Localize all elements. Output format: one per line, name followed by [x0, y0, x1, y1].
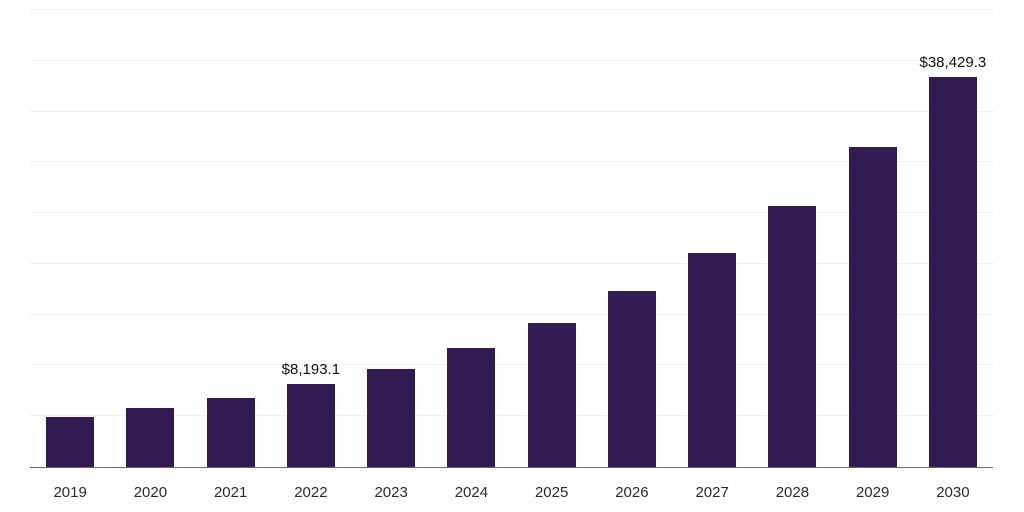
gridline [30, 415, 993, 417]
gridline [30, 313, 993, 315]
x-tick-label: 2027 [695, 484, 729, 501]
bar-2030 [928, 76, 977, 467]
bar-slot [833, 10, 913, 467]
bar-value-label: $38,429.3 [919, 53, 987, 71]
gridline [30, 262, 993, 264]
gridline [30, 110, 993, 112]
bar-2022 [286, 383, 335, 467]
bar-2028 [768, 206, 817, 467]
gridline [30, 212, 993, 214]
bar-value-label: $8,193.1 [281, 360, 341, 378]
bar-2026 [607, 291, 656, 467]
bar-2023 [367, 368, 416, 467]
x-axis-labels: 2019 2020 2021 2022 2023 2024 2025 2026 2027 2028… [30, 469, 993, 511]
bar-slot [752, 10, 832, 467]
bar-2024 [447, 348, 496, 467]
bar-2021 [206, 397, 255, 467]
bar-slot: $38,429.3 [913, 10, 993, 467]
bar-slot [30, 10, 110, 467]
x-tick-label: 2021 [213, 484, 248, 501]
bar-slot [512, 10, 592, 467]
bar-2027 [688, 252, 737, 467]
bar-slot [672, 10, 752, 467]
bar-slot [431, 10, 511, 467]
x-tick-label: 2029 [855, 484, 890, 501]
bar-slot [191, 10, 271, 467]
bar-2029 [848, 147, 897, 467]
bar-slot [110, 10, 190, 467]
gridline [30, 161, 993, 163]
x-tick-label: 2030 [936, 484, 970, 501]
bar-slot [592, 10, 672, 467]
x-tick-label: 2019 [53, 484, 87, 501]
x-tick-label: 2024 [454, 484, 489, 501]
x-tick-label: 2020 [133, 484, 168, 501]
gridline [30, 9, 993, 10]
gridline [30, 59, 993, 61]
bar-slot [351, 10, 431, 467]
bar-2019 [46, 417, 95, 467]
bar-2025 [527, 322, 576, 467]
x-tick-label: 2023 [374, 484, 408, 501]
x-tick-label: 2028 [775, 484, 810, 501]
x-tick-label: 2022 [294, 484, 328, 501]
gridline [30, 364, 993, 366]
plot-area: $8,193.1 $38,429.3 [30, 9, 993, 468]
x-tick-label: 2026 [615, 484, 649, 501]
x-tick-label: 2025 [534, 484, 569, 501]
bar-series: $8,193.1 $38,429.3 [30, 10, 993, 467]
bar-2020 [126, 408, 175, 467]
bar-slot: $8,193.1 [271, 10, 351, 467]
